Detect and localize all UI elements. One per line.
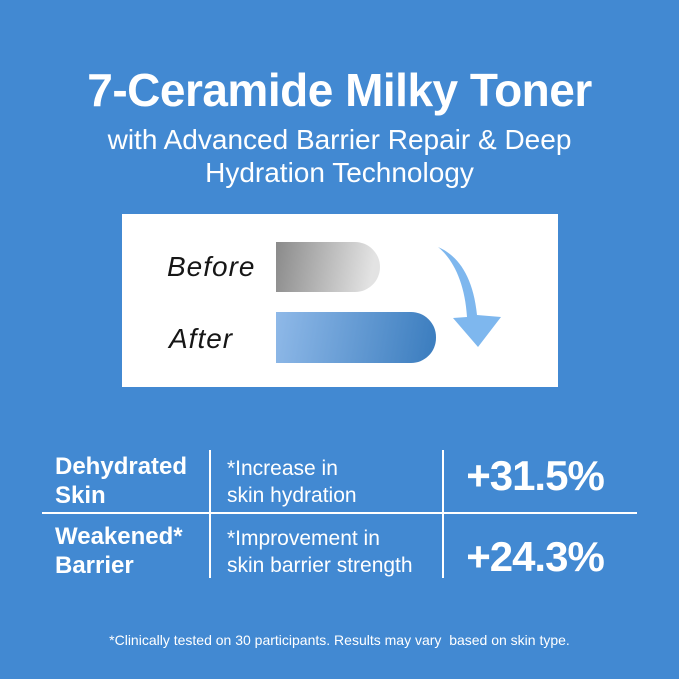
description-line: *Increase in [227,457,338,480]
before-after-panel: Before After [122,214,558,387]
after-bar [276,312,436,363]
metric-line: Skin [55,482,106,509]
description-line: skin hydration [227,484,357,507]
value-skin-hydration: +31.5% [466,452,605,499]
metric-weakened-barrier: Weakened* Barrier [55,522,183,580]
metric-line: Barrier [55,552,134,579]
table-column-divider-2 [442,450,444,578]
description-skin-hydration: *Increase in skin hydration [227,455,357,509]
after-label: After [169,323,234,354]
before-label: Before [167,251,256,282]
metric-line: Weakened* [55,523,183,550]
value-barrier-strength: +24.3% [466,533,605,580]
product-title: 7-Ceramide Milky Toner [87,64,592,116]
table-column-divider-1 [209,450,211,578]
subtitle-line-2: Hydration Technology [205,157,474,188]
subtitle-line-1: with Advanced Barrier Repair & Deep [107,124,572,155]
description-line: *Improvement in [227,527,380,550]
metric-line: Dehydrated [55,453,188,480]
description-barrier-strength: *Improvement in skin barrier strength [227,525,413,579]
description-line: skin barrier strength [227,554,413,577]
metric-dehydrated-skin: Dehydrated Skin [55,452,187,510]
disclaimer-text: *Clinically tested on 30 participants. R… [109,632,570,648]
before-bar [276,242,380,292]
table-row-divider [42,512,637,514]
curved-down-arrow-icon [438,247,501,347]
product-subtitle: with Advanced Barrier Repair & Deep Hydr… [0,123,679,189]
